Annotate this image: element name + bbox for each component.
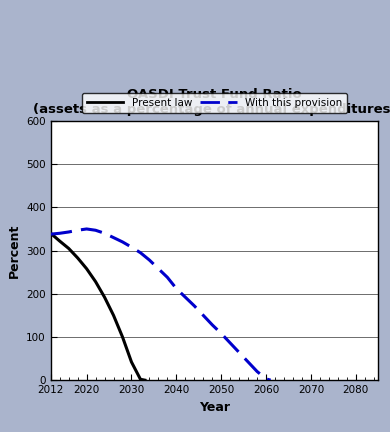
- Y-axis label: Percent: Percent: [8, 223, 21, 278]
- Legend: Present law, With this provision: Present law, With this provision: [82, 93, 347, 113]
- X-axis label: Year: Year: [199, 400, 230, 413]
- Title: OASDI Trust Fund Ratio
(assets as a percentage of annual expenditures): OASDI Trust Fund Ratio (assets as a perc…: [33, 88, 390, 116]
